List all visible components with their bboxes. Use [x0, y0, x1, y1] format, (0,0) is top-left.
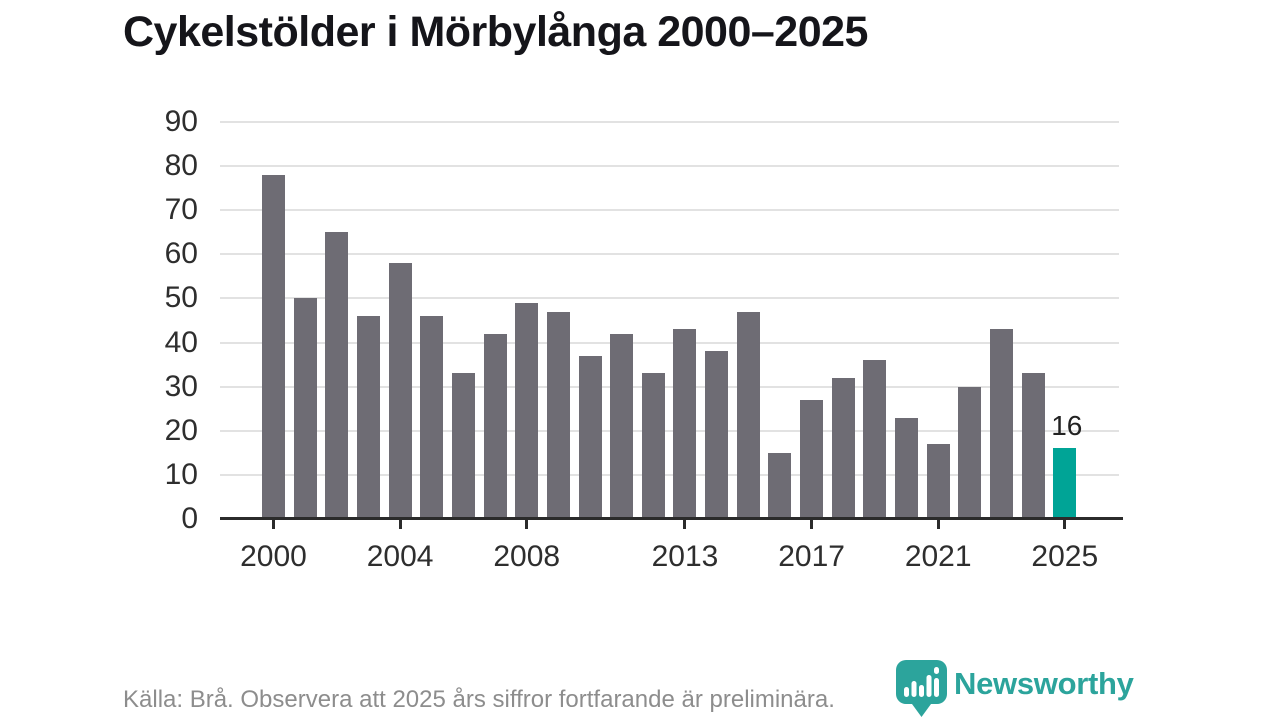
- x-axis-tick: [936, 520, 940, 529]
- bar-2011: [610, 333, 634, 519]
- x-axis-tick-label: 2004: [366, 540, 434, 573]
- bar-2013: [673, 329, 697, 519]
- bar-2001: [293, 298, 317, 519]
- x-axis-line: [220, 517, 1123, 520]
- y-axis-tick-label: 0: [181, 502, 198, 535]
- y-axis-tick-label: 20: [164, 413, 198, 447]
- bar-2007: [483, 333, 507, 519]
- x-axis-tick: [683, 520, 687, 529]
- gridline: [220, 429, 1119, 432]
- x-axis-tick-label: 2013: [651, 540, 719, 573]
- bar-2006: [451, 373, 475, 519]
- bar-2018: [831, 377, 855, 519]
- gridline: [220, 165, 1119, 168]
- bar-2012: [641, 373, 665, 519]
- x-axis-tick: [272, 520, 275, 529]
- bar-2000: [262, 174, 285, 519]
- gridline: [220, 473, 1119, 476]
- bar-2004: [388, 263, 412, 519]
- x-axis-tick-label: 2017: [778, 540, 845, 573]
- bar-2023: [989, 329, 1013, 519]
- x-axis-tick: [810, 520, 814, 529]
- bar-2016: [768, 452, 792, 519]
- newsworthy-logo: Newsworthy: [896, 660, 1134, 718]
- gridline: [220, 297, 1119, 300]
- y-axis-tick-label: 50: [164, 281, 198, 315]
- y-axis-tick-label: 90: [164, 105, 198, 138]
- bar-2005: [420, 316, 444, 519]
- y-axis-tick-label: 60: [164, 237, 198, 271]
- bar-2014: [705, 351, 729, 519]
- bar-2015: [736, 311, 760, 519]
- y-axis-tick-label: 10: [164, 457, 198, 491]
- bar-2010: [578, 355, 602, 519]
- x-axis-tick-label: 2000: [240, 540, 307, 573]
- bar-2024: [1021, 373, 1045, 519]
- bar-2019: [863, 360, 887, 519]
- x-axis-tick-label: 2008: [493, 540, 561, 573]
- gridline: [220, 209, 1119, 212]
- bar-value-label: 16: [1051, 410, 1083, 442]
- bar-2020: [895, 417, 919, 519]
- bar-2021: [926, 444, 950, 519]
- x-axis-tick-label: 2025: [1031, 540, 1099, 573]
- bar-2025: [1053, 448, 1077, 519]
- gridline: [220, 253, 1119, 256]
- bar-2008: [515, 302, 539, 519]
- bar-2009: [546, 311, 570, 519]
- x-axis-tick-label: 2021: [904, 540, 972, 573]
- y-axis-tick-label: 40: [164, 325, 198, 359]
- gridline: [220, 385, 1119, 388]
- bar-2003: [356, 316, 380, 519]
- y-axis-tick-label: 70: [164, 193, 198, 227]
- gridline: [220, 341, 1119, 344]
- x-axis-tick: [525, 520, 529, 529]
- chart-title: Cykelstölder i Mörbylånga 2000–2025: [123, 8, 868, 56]
- newsworthy-pin-icon: [896, 660, 947, 717]
- newsworthy-wordmark: Newsworthy: [954, 666, 1134, 701]
- bar-2002: [325, 232, 349, 519]
- bar-2017: [800, 399, 824, 519]
- source-note: Källa: Brå. Observera att 2025 års siffr…: [123, 686, 835, 713]
- y-axis-tick-label: 80: [164, 149, 198, 183]
- y-axis-tick-label: 30: [164, 369, 198, 403]
- bar-2022: [958, 386, 982, 519]
- x-axis-tick: [1063, 520, 1067, 529]
- gridline: [220, 121, 1119, 123]
- x-axis-tick: [398, 520, 402, 529]
